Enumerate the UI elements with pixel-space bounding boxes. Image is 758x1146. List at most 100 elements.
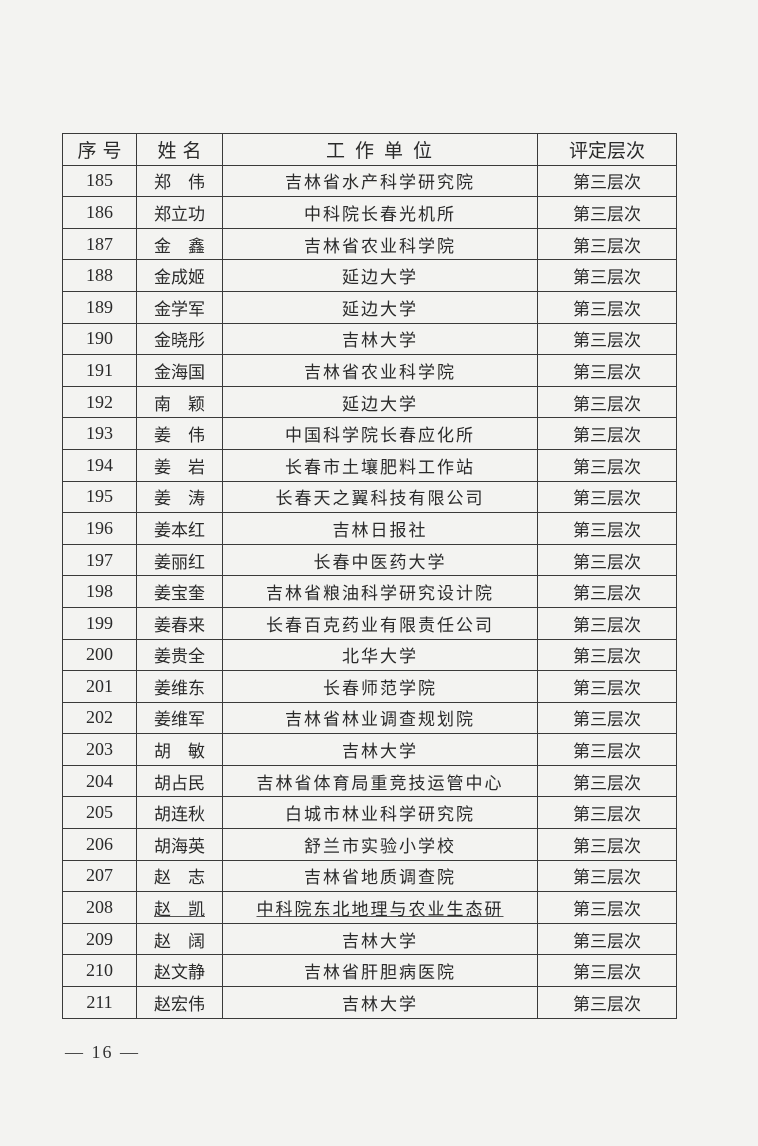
table-row: 190 金晓彤 吉林大学 第三层次 (62, 322, 677, 356)
table-header-row: 序 号 姓 名 工 作 单 位 评定层次 (62, 133, 677, 166)
person-name: 郑立功 (136, 196, 223, 229)
work-unit: 吉林大学 (222, 733, 538, 766)
table-row: 189 金学军 延边大学 第三层次 (62, 290, 677, 324)
row-number: 189 (62, 290, 137, 324)
row-number: 193 (62, 417, 137, 450)
person-name: 姜维军 (136, 701, 223, 735)
person-name: 赵文静 (136, 954, 223, 988)
person-name: 金晓彤 (136, 322, 223, 356)
table-row: 191 金海国 吉林省农业科学院 第三层次 (62, 354, 677, 387)
work-unit: 长春百克药业有限责任公司 (222, 606, 538, 640)
table-row: 196 姜本红 吉林日报社 第三层次 (62, 512, 677, 545)
table-row: 210 赵文静 吉林省肝胆病医院 第三层次 (62, 954, 677, 988)
table-row: 186 郑立功 中科院长春光机所 第三层次 (62, 196, 677, 229)
row-number: 194 (62, 448, 137, 482)
work-unit: 延边大学 (222, 259, 538, 292)
table-row: 207 赵 志吉林省地质调查院 第三层次 (62, 859, 677, 893)
table-row: 185 郑 伟吉林省水产科学研究院 第三层次 (62, 164, 677, 198)
evaluation-level: 第三层次 (537, 859, 677, 893)
evaluation-level: 第三层次 (537, 196, 677, 229)
evaluation-level: 第三层次 (537, 764, 677, 798)
table-row: 195 姜 涛长春天之翼科技有限公司 第三层次 (62, 480, 677, 514)
row-number: 209 (62, 922, 137, 956)
work-unit: 吉林省农业科学院 (222, 227, 538, 261)
row-number: 192 (62, 385, 137, 419)
person-name: 金海国 (136, 354, 223, 387)
person-name: 姜维东 (136, 670, 223, 703)
work-unit: 吉林省林业调查规划院 (222, 701, 538, 735)
evaluation-level: 第三层次 (537, 828, 677, 861)
table-row: 202 姜维军 吉林省林业调查规划院 第三层次 (62, 701, 677, 735)
row-number: 188 (62, 259, 137, 292)
table-row: 203 胡 敏吉林大学 第三层次 (62, 733, 677, 766)
row-number: 207 (62, 859, 137, 893)
row-number: 191 (62, 354, 137, 387)
table-row: 187 金 鑫吉林省农业科学院 第三层次 (62, 227, 677, 261)
table-row: 206 胡海英 舒兰市实验小学校 第三层次 (62, 828, 677, 861)
table-row: 194 姜 岩长春市土壤肥料工作站 第三层次 (62, 448, 677, 482)
person-name: 姜 涛 (136, 480, 223, 514)
row-number: 205 (62, 796, 137, 830)
person-name: 郑 伟 (136, 164, 223, 198)
work-unit: 吉林省体育局重竞技运管中心 (222, 764, 538, 798)
person-name: 胡占民 (136, 764, 223, 798)
work-unit: 中科院长春光机所 (222, 196, 538, 229)
work-unit: 延边大学 (222, 385, 538, 419)
row-number: 195 (62, 480, 137, 514)
header-name: 姓 名 (136, 133, 223, 166)
table-row: 200 姜贵全 北华大学 第三层次 (62, 638, 677, 672)
evaluation-level: 第三层次 (537, 638, 677, 672)
work-unit: 吉林省肝胆病医院 (222, 954, 538, 988)
table-row: 211 赵宏伟 吉林大学 第三层次 (62, 986, 677, 1019)
table-row: 209 赵 阔吉林大学 第三层次 (62, 922, 677, 956)
work-unit: 白城市林业科学研究院 (222, 796, 538, 830)
table-row: 201 姜维东 长春师范学院 第三层次 (62, 670, 677, 703)
row-number: 198 (62, 575, 137, 608)
evaluation-level: 第三层次 (537, 164, 677, 198)
evaluation-level: 第三层次 (537, 954, 677, 988)
work-unit: 长春中医药大学 (222, 543, 538, 577)
table-row: 197 姜丽红 长春中医药大学 第三层次 (62, 543, 677, 577)
row-number: 190 (62, 322, 137, 356)
evaluation-level: 第三层次 (537, 543, 677, 577)
row-number: 200 (62, 638, 137, 672)
work-unit: 吉林省粮油科学研究设计院 (222, 575, 538, 608)
evaluation-level: 第三层次 (537, 290, 677, 324)
evaluation-level: 第三层次 (537, 796, 677, 830)
row-number: 185 (62, 164, 137, 198)
work-unit: 吉林省水产科学研究院 (222, 164, 538, 198)
work-unit: 舒兰市实验小学校 (222, 828, 538, 861)
header-work-unit: 工 作 单 位 (222, 133, 538, 166)
evaluation-level: 第三层次 (537, 891, 677, 924)
person-name: 姜贵全 (136, 638, 223, 672)
row-number: 203 (62, 733, 137, 766)
work-unit: 长春市土壤肥料工作站 (222, 448, 538, 482)
person-name: 胡连秋 (136, 796, 223, 830)
header-number: 序 号 (62, 133, 137, 166)
person-name: 赵宏伟 (136, 986, 223, 1019)
row-number: 202 (62, 701, 137, 735)
row-number: 187 (62, 227, 137, 261)
work-unit: 吉林大学 (222, 322, 538, 356)
work-unit: 中科院东北地理与农业生态研 (222, 891, 538, 924)
table-row: 199 姜春来 长春百克药业有限责任公司 第三层次 (62, 606, 677, 640)
evaluation-level: 第三层次 (537, 733, 677, 766)
evaluation-level: 第三层次 (537, 606, 677, 640)
evaluation-level: 第三层次 (537, 448, 677, 482)
work-unit: 中国科学院长春应化所 (222, 417, 538, 450)
row-number: 210 (62, 954, 137, 988)
table-row: 193 姜 伟中国科学院长春应化所 第三层次 (62, 417, 677, 450)
work-unit: 吉林大学 (222, 986, 538, 1019)
row-number: 204 (62, 764, 137, 798)
person-name: 姜春来 (136, 606, 223, 640)
row-number: 208 (62, 891, 137, 924)
evaluation-level: 第三层次 (537, 354, 677, 387)
person-name: 姜宝奎 (136, 575, 223, 608)
table-row: 198 姜宝奎 吉林省粮油科学研究设计院 第三层次 (62, 575, 677, 608)
person-name: 南 颖 (136, 385, 223, 419)
evaluation-level: 第三层次 (537, 701, 677, 735)
row-number: 199 (62, 606, 137, 640)
person-name: 胡海英 (136, 828, 223, 861)
header-level: 评定层次 (537, 133, 677, 166)
work-unit: 长春师范学院 (222, 670, 538, 703)
